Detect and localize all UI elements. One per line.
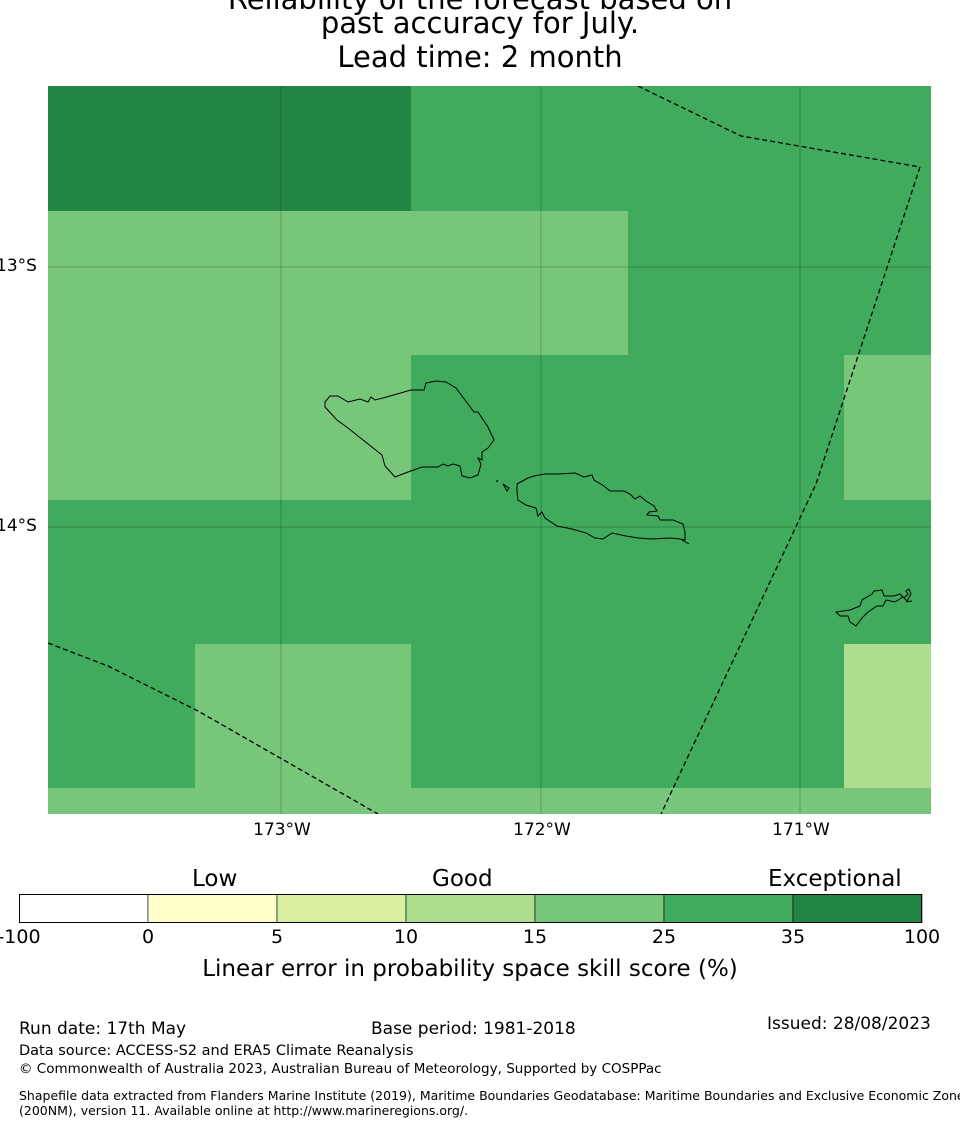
maritime-boundaries [48, 86, 921, 814]
run-date: Run date: 17th May [19, 1019, 187, 1039]
colorbar [19, 894, 923, 923]
islet-apolima [495, 479, 499, 483]
colorbar-segment [792, 894, 923, 923]
islet-aunuu [905, 600, 913, 603]
map-cell-good [48, 788, 931, 814]
colorbar-segment [405, 894, 536, 923]
title-line-3: Lead time: 2 month [337, 40, 623, 74]
colorbar-tick-label: -100 [0, 926, 41, 948]
eez-boundary-east [660, 166, 921, 814]
island-savaii [324, 380, 495, 479]
map-cell-good [48, 355, 411, 500]
islet-upolu-tip [681, 539, 690, 545]
colorbar-tick-label: 10 [393, 926, 419, 948]
colorbar-segment [147, 894, 278, 923]
map-cell-moderate [844, 644, 931, 788]
colorbar-tick-label: 0 [141, 926, 155, 948]
colorbar-axis-label: Linear error in probability space skill … [202, 956, 738, 982]
map-cell-good [195, 644, 411, 788]
colorbar-category-exceptional: Exceptional [768, 866, 902, 892]
issued-date: Issued: 28/08/2023 [767, 1014, 931, 1034]
lon-label-171w: 171°W [772, 820, 830, 840]
lat-label-14s: 14°S [0, 516, 37, 536]
eez-boundary-southwest [48, 642, 379, 814]
colorbar-segment [663, 894, 794, 923]
eez-boundary-north [637, 86, 921, 168]
colorbar-tick-label: 15 [522, 926, 548, 948]
colorbar-segment [534, 894, 665, 923]
colorbar-segment [276, 894, 407, 923]
map-cell-good [844, 355, 931, 500]
lat-label-13s: 13°S [0, 256, 37, 276]
title-line-1: Reliability of the forecast based on [0, 0, 960, 16]
island-coastlines [324, 380, 913, 627]
lon-label-172w: 172°W [513, 820, 571, 840]
island-tutuila [834, 588, 912, 627]
colorbar-tick-label: 25 [651, 926, 677, 948]
base-period: Base period: 1981-2018 [371, 1019, 576, 1039]
colorbar-tick-label: 100 [903, 926, 941, 948]
islet-manono [502, 483, 510, 492]
shapefile-credit-line-2: (200NM), version 11. Available online at… [19, 1103, 469, 1118]
shapefile-credit-line-1: Shapefile data extracted from Flanders M… [19, 1088, 960, 1103]
data-source: Data source: ACCESS-S2 and ERA5 Climate … [19, 1043, 414, 1059]
colorbar-tick-label: 35 [780, 926, 806, 948]
copyright-notice: © Commonwealth of Australia 2023, Austra… [19, 1061, 662, 1077]
lon-label-173w: 173°W [253, 820, 311, 840]
colorbar-category-low: Low [192, 866, 238, 892]
map-gridlines [48, 86, 931, 814]
skill-score-map [48, 86, 931, 814]
colorbar-tick-label: 5 [270, 926, 284, 948]
map-cell-exceptional [48, 86, 411, 211]
title-line-2: past accuracy for July. [320, 6, 640, 40]
colorbar-category-good: Good [432, 866, 493, 892]
map-cell-good [48, 211, 628, 355]
colorbar-segment [19, 894, 149, 923]
island-upolu [516, 472, 686, 541]
